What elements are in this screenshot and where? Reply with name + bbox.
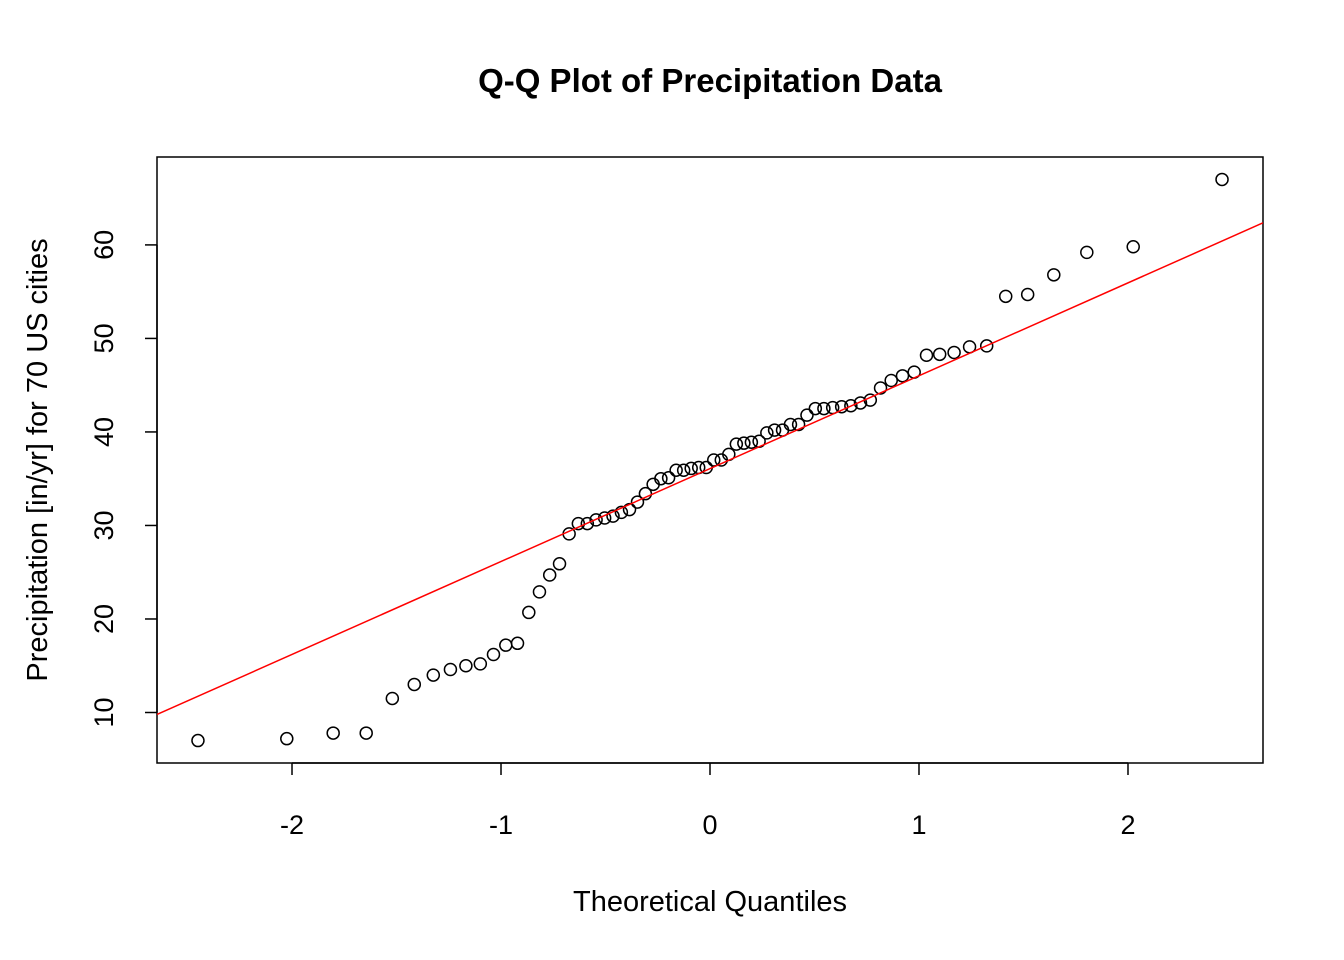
point — [638, 486, 653, 501]
point — [783, 417, 798, 432]
point — [1020, 287, 1035, 302]
y-tick-label: 50 — [89, 323, 119, 353]
x-tick-label: -1 — [489, 810, 513, 840]
point — [737, 436, 751, 450]
point — [895, 369, 910, 383]
point — [522, 605, 536, 620]
y-tick-label: 60 — [89, 230, 119, 260]
point — [191, 733, 205, 748]
point — [676, 463, 691, 478]
point — [654, 471, 668, 486]
point — [630, 495, 645, 509]
point — [473, 657, 488, 671]
point — [979, 339, 994, 353]
point — [589, 513, 603, 527]
point — [1126, 240, 1140, 254]
y-tick-label: 20 — [89, 604, 119, 634]
point — [486, 647, 501, 662]
point — [947, 345, 961, 360]
reference-line — [157, 222, 1263, 716]
x-axis-label: Theoretical Quantiles — [573, 886, 847, 918]
x-tick-label: -2 — [280, 810, 304, 840]
point — [510, 636, 525, 651]
plot-frame — [156, 156, 1264, 764]
point — [853, 396, 868, 410]
point — [326, 726, 340, 740]
point — [744, 435, 759, 449]
point — [1215, 172, 1229, 187]
point — [622, 502, 637, 517]
point — [791, 417, 806, 432]
point — [884, 373, 898, 388]
y-tick-label: 40 — [89, 417, 119, 447]
point — [606, 509, 620, 523]
point — [385, 691, 400, 706]
point — [873, 381, 888, 395]
y-axis-label: Precipitation [in/yr] for 70 US cities — [22, 238, 54, 681]
point — [580, 516, 595, 531]
chart-title: Q-Q Plot of Precipitation Data — [478, 62, 943, 99]
point — [426, 668, 441, 682]
point — [359, 726, 373, 740]
y-tick-label: 30 — [89, 510, 119, 540]
point — [932, 347, 947, 362]
point — [552, 557, 567, 571]
point — [729, 437, 744, 451]
point — [767, 423, 782, 437]
point — [407, 677, 422, 692]
point — [684, 461, 698, 476]
point — [760, 426, 774, 440]
x-tick-label: 0 — [702, 810, 717, 840]
point — [817, 401, 831, 416]
point — [542, 568, 557, 582]
point — [800, 408, 814, 422]
point — [998, 289, 1013, 304]
point — [669, 463, 683, 478]
point — [280, 731, 294, 746]
point — [459, 658, 473, 673]
point — [1080, 245, 1094, 260]
point — [571, 516, 586, 531]
point — [844, 399, 858, 413]
point — [919, 348, 934, 363]
point — [1047, 268, 1061, 282]
x-tick-label: 2 — [1120, 810, 1135, 840]
point — [614, 505, 629, 520]
point — [808, 401, 823, 416]
x-tick-label: 1 — [911, 810, 926, 840]
y-tick-label: 10 — [89, 697, 119, 727]
point — [499, 638, 513, 652]
point — [532, 585, 547, 599]
point — [661, 471, 676, 485]
point — [443, 662, 458, 677]
point — [707, 453, 721, 467]
